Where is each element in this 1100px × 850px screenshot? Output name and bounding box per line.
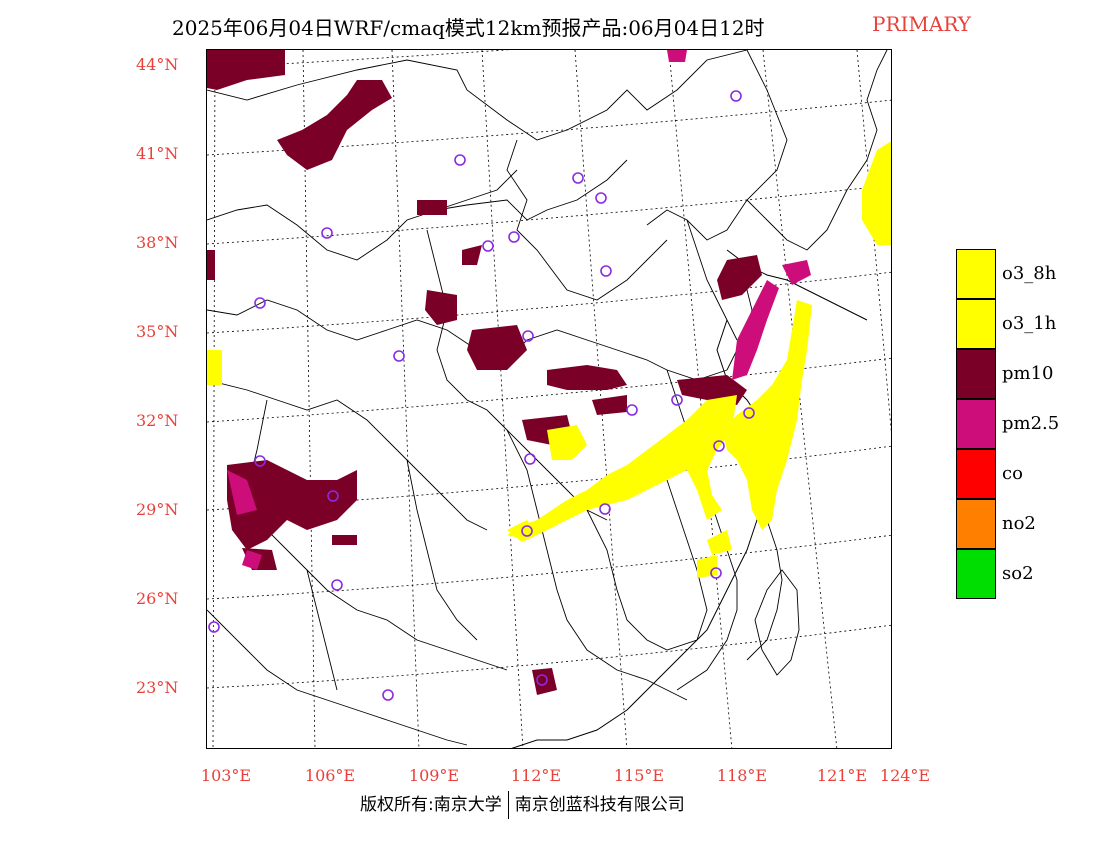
lat-label-26: 26°N — [136, 589, 179, 608]
lon-label-115: 115°E — [613, 766, 665, 785]
legend-label: pm10 — [1002, 363, 1054, 384]
footer-left: 版权所有:南京大学 — [360, 795, 502, 815]
lon-label-124: 124°E — [879, 766, 931, 785]
legend-label: o3_1h — [1002, 313, 1057, 334]
legend-label: no2 — [1002, 513, 1036, 534]
legend-swatch — [956, 399, 996, 449]
lat-label-44: 44°N — [136, 55, 179, 74]
lon-label-121: 121°E — [816, 766, 868, 785]
legend-label: o3_8h — [1002, 263, 1057, 284]
legend-label: pm2.5 — [1002, 413, 1060, 434]
lon-label-118: 118°E — [716, 766, 768, 785]
lon-label-106: 106°E — [304, 766, 356, 785]
lon-label-103: 103°E — [200, 766, 252, 785]
title-main: 2025年06月04日WRF/cmaq模式12km预报产品:06月04日12时 — [172, 16, 765, 40]
legend-swatch — [956, 449, 996, 499]
station-markers — [208, 90, 755, 701]
o3-field — [207, 141, 891, 578]
legend-swatch — [956, 299, 996, 349]
legend-label: co — [1002, 463, 1023, 484]
copyright-footer: 版权所有:南京大学 南京创蓝科技有限公司 — [360, 790, 685, 819]
map-canvas — [207, 50, 891, 748]
legend-swatch — [956, 349, 996, 399]
lat-label-38: 38°N — [136, 233, 179, 252]
map-frame[interactable] — [206, 49, 892, 749]
lon-label-112: 112°E — [510, 766, 562, 785]
footer-right: 南京创蓝科技有限公司 — [514, 795, 685, 815]
lat-label-32: 32°N — [136, 411, 179, 430]
title-primary: PRIMARY — [872, 12, 971, 36]
legend-swatch — [956, 549, 996, 599]
lat-label-35: 35°N — [136, 322, 179, 341]
footer-separator — [507, 791, 509, 819]
coastline — [511, 249, 868, 748]
legend-swatch — [956, 249, 996, 299]
lon-label-109: 109°E — [408, 766, 460, 785]
lat-label-29: 29°N — [136, 500, 179, 519]
pm10-field — [207, 50, 782, 695]
lat-label-41: 41°N — [136, 144, 179, 163]
legend-swatch — [956, 499, 996, 549]
lat-label-23: 23°N — [136, 678, 179, 697]
legend-label: so2 — [1002, 563, 1034, 584]
